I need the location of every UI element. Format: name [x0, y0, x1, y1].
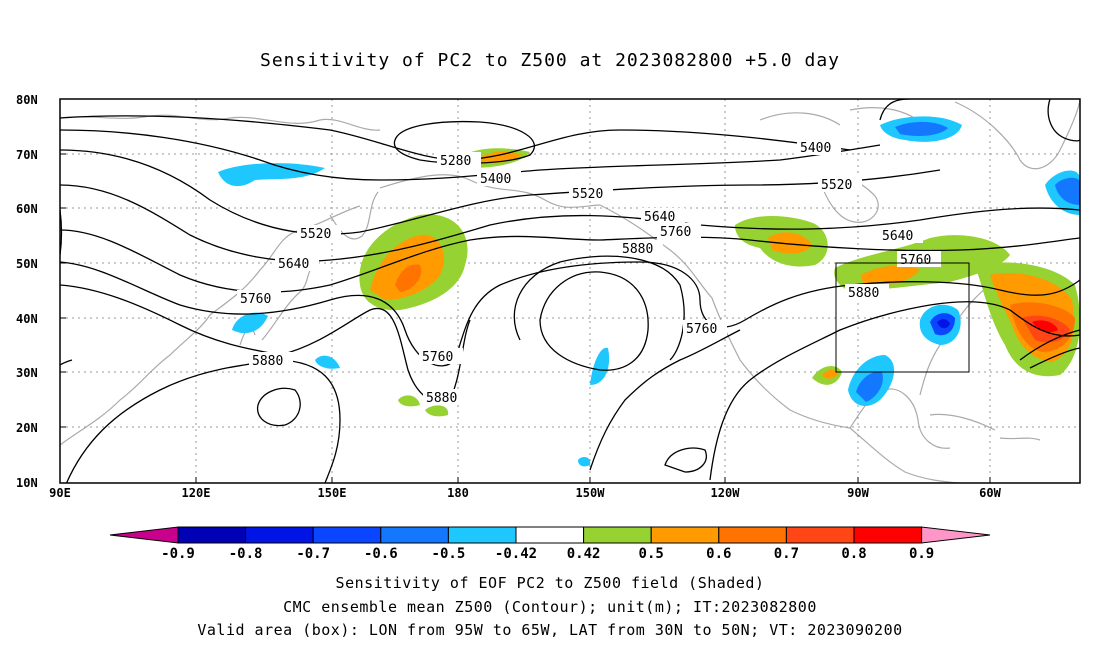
- colorbar-segment: [447, 526, 517, 544]
- colorbar-tick-label: 0.9: [909, 546, 934, 562]
- colorbar-segment: [245, 526, 314, 544]
- colorbar-tick-label: -0.5: [432, 546, 466, 562]
- colorbar-tick-label: -0.7: [296, 546, 330, 562]
- contour-label: 5280: [440, 154, 471, 169]
- contour-label: 5760: [686, 322, 717, 337]
- longitude-labels: 90E 120E 150E 180 150W 120W 90W 60W: [49, 486, 1001, 500]
- colorbar-tick-label: 0.42: [567, 546, 601, 562]
- contour-label: 5640: [644, 210, 675, 225]
- caption-contour: CMC ensemble mean Z500 (Contour); unit(m…: [283, 598, 817, 616]
- contour-label: 5760: [900, 253, 931, 268]
- colorbar-tick-label: -0.6: [364, 546, 398, 562]
- contour-label: 5880: [848, 286, 879, 301]
- contour-label: 5880: [622, 242, 653, 257]
- colorbar-segment: [583, 526, 652, 544]
- contour-label: 5640: [278, 257, 309, 272]
- contour-label: 5760: [240, 292, 271, 307]
- colorbar-labels: -0.9 -0.8 -0.7 -0.6 -0.5 -0.42 0.42 0.5 0.6 0.7 0.…: [161, 546, 934, 562]
- plot-frame: [59, 98, 1081, 484]
- colorbar-segment: [785, 526, 855, 544]
- colorbar-tick-label: -0.9: [161, 546, 195, 562]
- colorbar-segment: [853, 526, 923, 544]
- colorbar-under-triangle: [109, 526, 179, 544]
- contour-label: 5760: [660, 225, 691, 240]
- lon-label: 150W: [576, 486, 606, 500]
- lon-label: 90W: [847, 486, 869, 500]
- colorbar-tick-label: -0.8: [229, 546, 263, 562]
- colorbar-tick-label: -0.42: [495, 546, 537, 562]
- contour-label: 5880: [426, 391, 457, 406]
- contour-label: 5880: [252, 354, 283, 369]
- colorbar-segment: [718, 526, 787, 544]
- lon-label: 90E: [49, 486, 71, 500]
- colorbar-segment: [380, 526, 449, 544]
- contour-label: 5760: [422, 350, 453, 365]
- lat-label: 70N: [16, 148, 38, 162]
- colorbar-segment: [177, 526, 247, 544]
- colorbar-segment: [312, 526, 382, 544]
- plot-area: [60, 99, 1080, 483]
- lat-label: 60N: [16, 202, 38, 216]
- colorbar-segment: [515, 526, 585, 544]
- valid-area-box: [835, 262, 970, 373]
- lat-label: 30N: [16, 366, 38, 380]
- contour-label: 5640: [882, 229, 913, 244]
- contour-label: 5400: [800, 141, 831, 156]
- map-title: Sensitivity of PC2 to Z500 at 2023082800…: [259, 50, 840, 71]
- colorbar-tick-label: 0.7: [774, 546, 799, 562]
- caption-valid-area: Valid area (box): LON from 95W to 65W, L…: [197, 621, 903, 639]
- lon-label: 120E: [182, 486, 211, 500]
- lat-label: 80N: [16, 93, 38, 107]
- colorbar: [109, 526, 991, 544]
- latitude-labels: 80N 70N 60N 50N 40N 30N 20N 10N: [16, 93, 38, 490]
- lon-label: 150E: [318, 486, 347, 500]
- colorbar-over-triangle: [921, 526, 991, 544]
- contour-label: 5520: [572, 187, 603, 202]
- colorbar-segment: [650, 526, 720, 544]
- lat-label: 50N: [16, 257, 38, 271]
- contour-label: 5520: [300, 227, 331, 242]
- lon-label: 60W: [979, 486, 1001, 500]
- colorbar-tick-label: 0.5: [639, 546, 664, 562]
- contour-label: 5520: [821, 178, 852, 193]
- colorbar-tick-label: 0.8: [841, 546, 866, 562]
- lon-label: 120W: [711, 486, 741, 500]
- contour-label: 5400: [480, 172, 511, 187]
- colorbar-tick-label: 0.6: [706, 546, 731, 562]
- contour-labels: 5280 5400 5400 5520 5520 5520 5640 5640 …: [237, 139, 941, 406]
- lon-label: 180: [447, 486, 469, 500]
- caption-shading: Sensitivity of EOF PC2 to Z500 field (Sh…: [335, 574, 765, 592]
- axis-ticks: [59, 98, 991, 484]
- lat-label: 40N: [16, 312, 38, 326]
- lat-label: 10N: [16, 476, 38, 490]
- lat-label: 20N: [16, 421, 38, 435]
